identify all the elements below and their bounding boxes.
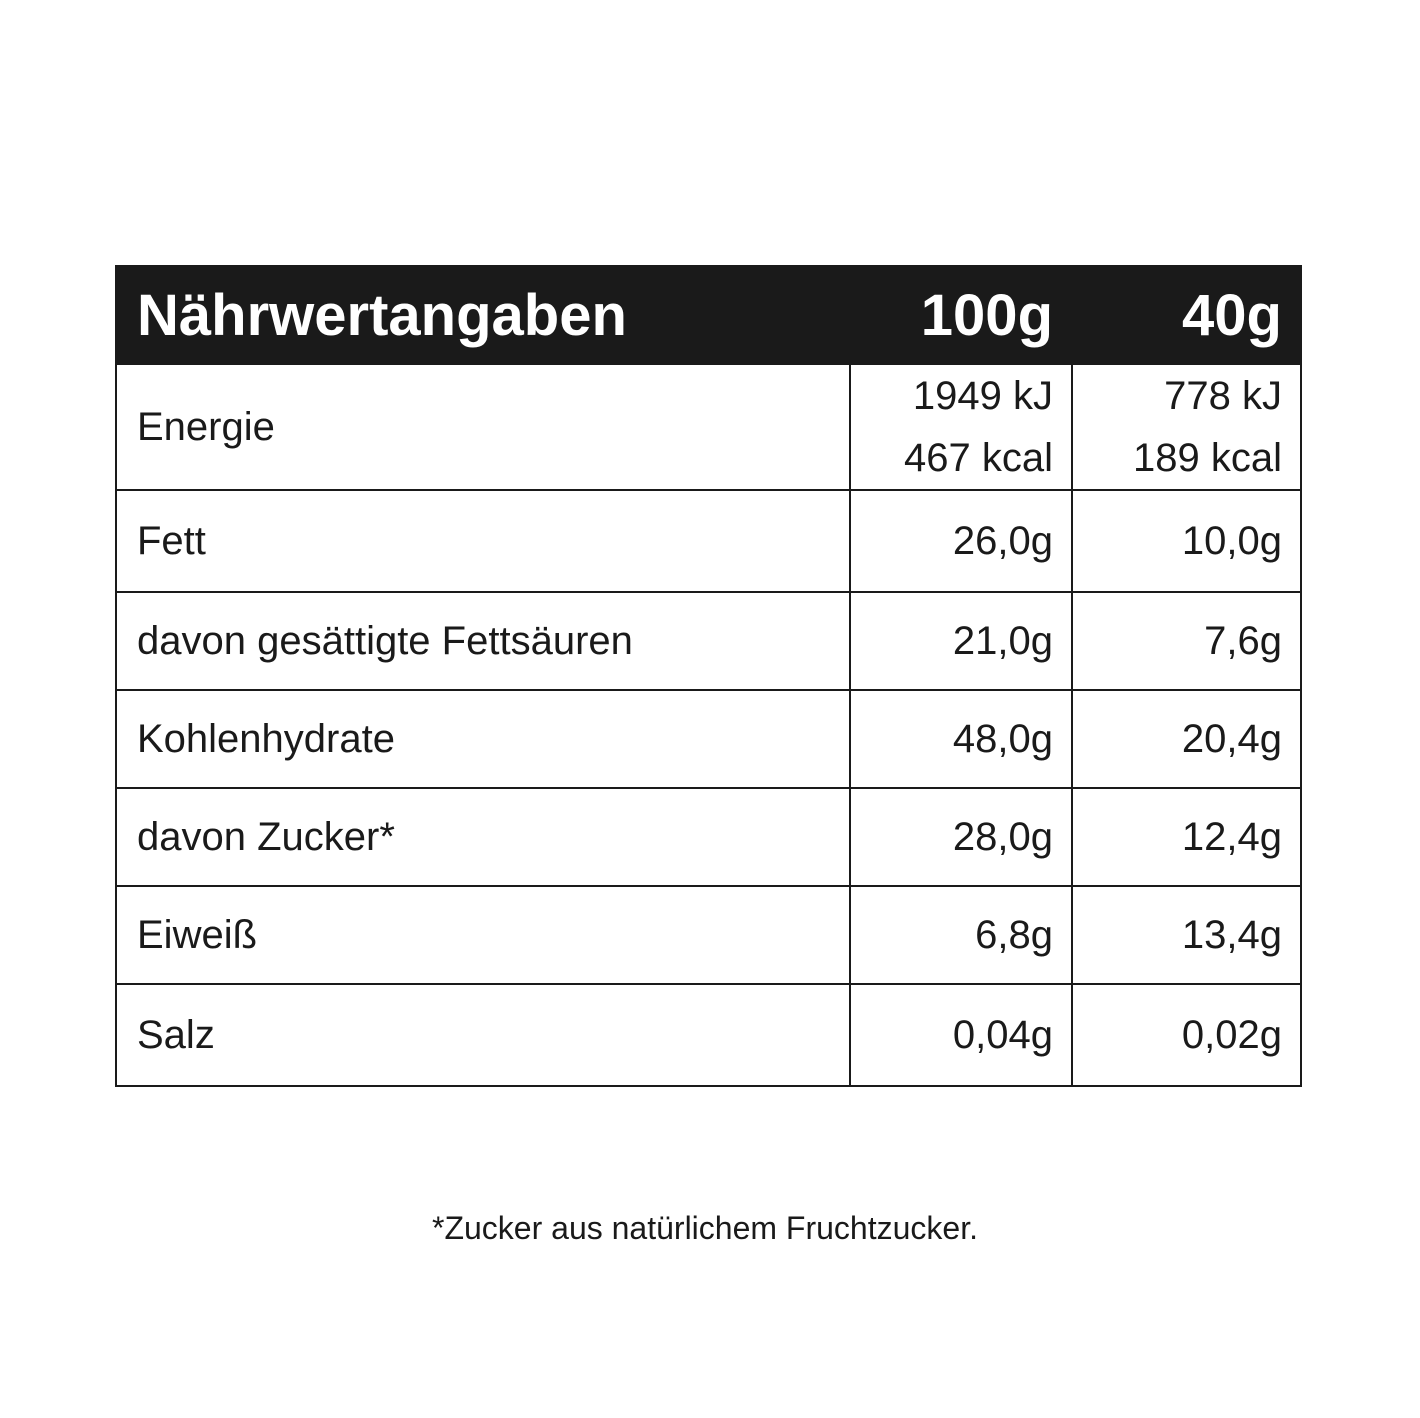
row-value-40g: 0,02g bbox=[1071, 983, 1302, 1087]
row-value-100g: 0,04g bbox=[849, 983, 1073, 1087]
row-label: Eiweiß bbox=[115, 885, 851, 985]
row-value-100g: 28,0g bbox=[849, 787, 1073, 887]
energy-kj-100g: 1949 kJ bbox=[912, 374, 1053, 418]
row-value-40g: 13,4g bbox=[1071, 885, 1302, 985]
table-row-sugar: davon Zucker* 28,0g 12,4g bbox=[115, 787, 1302, 887]
row-value-40g: 7,6g bbox=[1071, 591, 1302, 691]
table-row-energy: Energie 1949 kJ 467 kcal 778 kJ 189 kcal bbox=[115, 363, 1302, 491]
table-row-fat: Fett 26,0g 10,0g bbox=[115, 489, 1302, 593]
row-value-100g: 48,0g bbox=[849, 689, 1073, 789]
row-label: davon gesättigte Fettsäuren bbox=[115, 591, 851, 691]
table-row-carbohydrates: Kohlenhydrate 48,0g 20,4g bbox=[115, 689, 1302, 789]
footnote: *Zucker aus natürlichem Fruchtzucker. bbox=[432, 1210, 978, 1246]
energy-value-40g: 778 kJ 189 kcal bbox=[1071, 363, 1302, 491]
table-title: Nährwertangaben bbox=[115, 265, 851, 365]
row-value-100g: 21,0g bbox=[849, 591, 1073, 691]
nutrition-table: Nährwertangaben 100g 40g Energie 1949 kJ… bbox=[115, 265, 1302, 1087]
row-label: Salz bbox=[115, 983, 851, 1087]
table-header-row: Nährwertangaben 100g 40g bbox=[115, 265, 1302, 365]
energy-kj-40g: 778 kJ bbox=[1164, 374, 1282, 418]
row-value-100g: 6,8g bbox=[849, 885, 1073, 985]
table-row-salt: Salz 0,04g 0,02g bbox=[115, 983, 1302, 1087]
table-row-saturated-fat: davon gesättigte Fettsäuren 21,0g 7,6g bbox=[115, 591, 1302, 691]
row-value-100g: 26,0g bbox=[849, 489, 1073, 593]
column-header-40g: 40g bbox=[1071, 265, 1302, 365]
table-row-protein: Eiweiß 6,8g 13,4g bbox=[115, 885, 1302, 985]
row-label: Kohlenhydrate bbox=[115, 689, 851, 789]
row-label: Fett bbox=[115, 489, 851, 593]
row-label: davon Zucker* bbox=[115, 787, 851, 887]
column-header-100g: 100g bbox=[849, 265, 1073, 365]
energy-value-100g: 1949 kJ 467 kcal bbox=[849, 363, 1073, 491]
energy-kcal-100g: 467 kcal bbox=[904, 436, 1053, 480]
row-value-40g: 20,4g bbox=[1071, 689, 1302, 789]
row-value-40g: 10,0g bbox=[1071, 489, 1302, 593]
energy-kcal-40g: 189 kcal bbox=[1133, 436, 1282, 480]
row-value-40g: 12,4g bbox=[1071, 787, 1302, 887]
row-label-energy: Energie bbox=[115, 363, 851, 491]
